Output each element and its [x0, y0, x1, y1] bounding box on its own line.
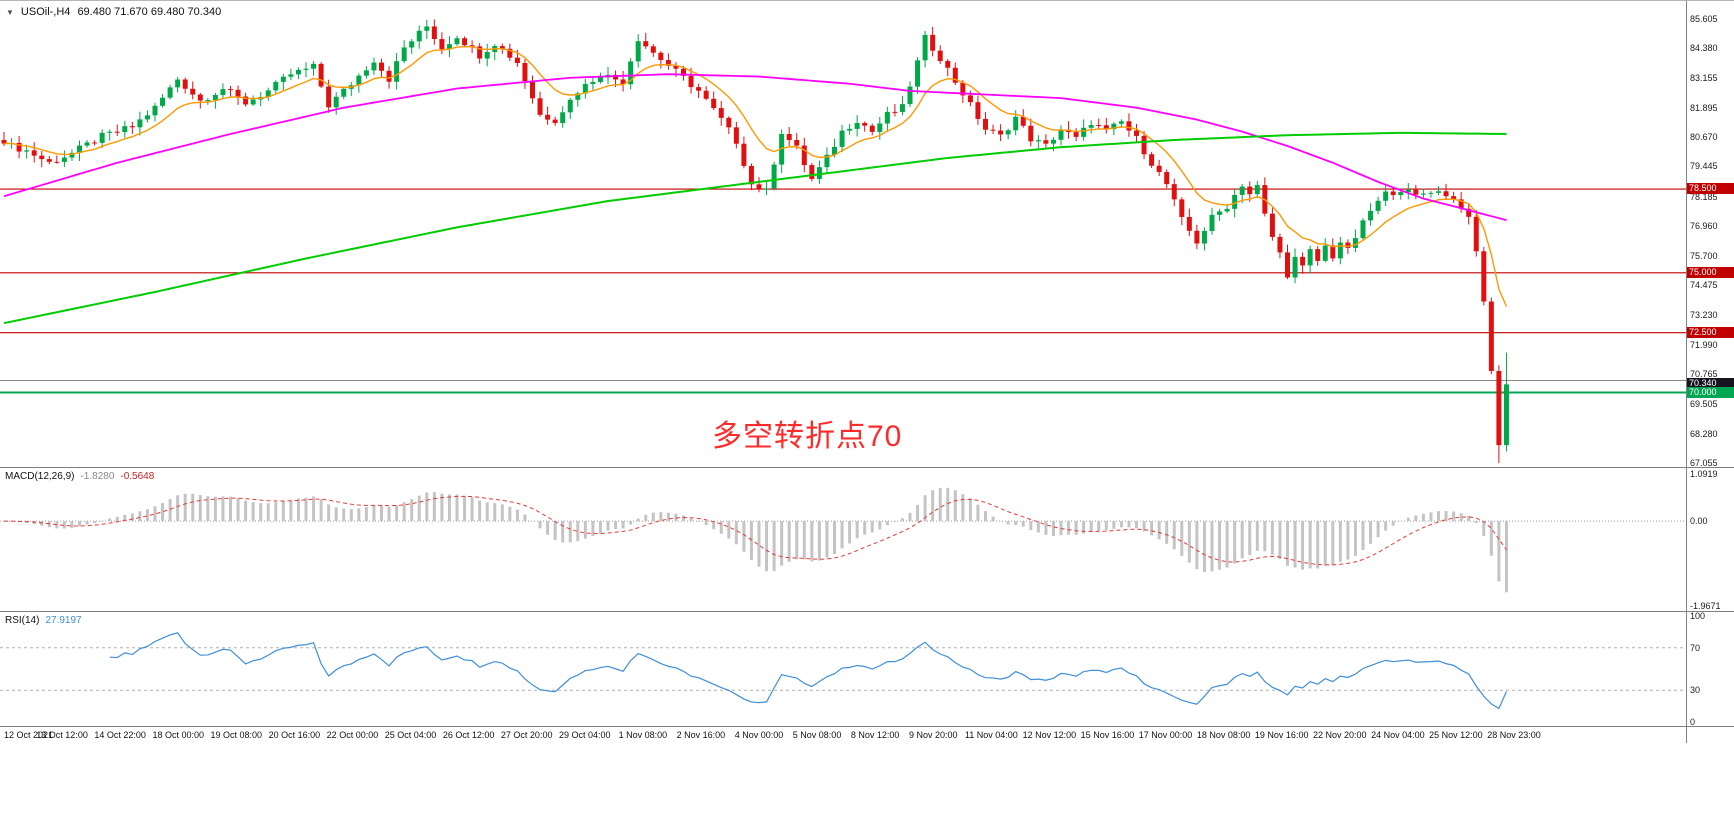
price-tick: 78.185: [1690, 191, 1718, 202]
time-label: 25 Nov 12:00: [1429, 730, 1483, 740]
time-label: 19 Nov 16:00: [1254, 730, 1309, 740]
macd-chart[interactable]: [0, 468, 1686, 611]
price-tick: 76.960: [1690, 220, 1718, 231]
rsi-name: RSI(14): [5, 615, 40, 626]
time-label: 13 Oct 12:00: [36, 730, 88, 740]
macd-panel[interactable]: MACD(12,26,9) -1.8280 -0.5648 1.0919 0.00 -1…: [0, 468, 1734, 612]
price-tick: 74.475: [1690, 280, 1718, 291]
candlestick-chart[interactable]: [0, 1, 1686, 467]
price-axis[interactable]: 85.605 84.380 83.155 81.895 80.670 79.445 78.1…: [1686, 1, 1734, 468]
macd-signal-line: [3, 495, 1507, 566]
rsi-tick: 70: [1690, 642, 1701, 653]
ma-mid: [3, 73, 1507, 222]
rsi-axis[interactable]: 100 70 30 0: [1686, 611, 1734, 727]
horizontal-levels: [0, 188, 1686, 394]
price-tick: 69.505: [1690, 399, 1718, 410]
price-tick: 83.155: [1690, 72, 1718, 83]
time-label: 2 Nov 16:00: [676, 730, 726, 740]
macd-name: MACD(12,26,9): [5, 471, 75, 482]
macd-tick: 1.0919: [1690, 469, 1718, 479]
price-chart-panel[interactable]: ▼ USOil-,H4 69.480 71.670 69.480 70.340 …: [0, 1, 1734, 468]
macd-main-value: -1.8280: [80, 471, 115, 482]
price-tick: 71.990: [1690, 339, 1718, 350]
price-tick: 84.380: [1690, 43, 1718, 54]
ma-fast: [3, 45, 1508, 307]
time-label: 29 Oct 04:00: [558, 730, 611, 740]
macd-label: MACD(12,26,9) -1.8280 -0.5648: [5, 471, 154, 482]
price-tick: 70.765: [1690, 369, 1718, 380]
macd-tick: -1.9671: [1690, 601, 1721, 611]
symbol-timeframe-label: USOil-,H4: [20, 6, 71, 18]
time-label: 14 Oct 22:00: [94, 730, 146, 740]
time-label: 11 Nov 04:00: [964, 730, 1018, 740]
rsi-chart[interactable]: [0, 612, 1686, 726]
rsi-line: [109, 632, 1507, 710]
price-tick: 75.700: [1690, 251, 1718, 262]
time-label: 25 Oct 04:00: [384, 730, 437, 740]
price-tag: 70.340: [1687, 378, 1734, 390]
macd-axis[interactable]: 1.0919 0.00 -1.9671: [1686, 468, 1734, 611]
chart-annotation-text: 多空转折点70: [712, 420, 903, 453]
time-label: 18 Nov 08:00: [1196, 730, 1251, 740]
price-tick: 81.895: [1690, 102, 1718, 113]
time-label: 26 Oct 12:00: [442, 730, 495, 740]
price-tick: 67.055: [1690, 458, 1718, 468]
time-label: 9 Nov 20:00: [908, 730, 958, 740]
price-tick: 68.280: [1690, 428, 1718, 439]
time-label: 19 Oct 08:00: [210, 730, 263, 740]
time-label: 12 Nov 12:00: [1022, 730, 1077, 740]
macd-tick: 0.00: [1690, 516, 1708, 527]
time-label: 17 Nov 00:00: [1138, 730, 1193, 740]
time-label: 27 Oct 20:00: [500, 730, 553, 740]
price-tag: 72.500: [1687, 326, 1734, 338]
time-label: 22 Oct 00:00: [326, 730, 379, 740]
chart-header: ▼ USOil-,H4 69.480 71.670 69.480 70.340: [6, 6, 221, 18]
time-label: 20 Oct 16:00: [268, 730, 321, 740]
price-tag: 70.000: [1687, 386, 1734, 398]
time-label: 1 Nov 08:00: [618, 730, 668, 740]
time-label: 4 Nov 00:00: [734, 730, 784, 740]
time-label: 8 Nov 12:00: [850, 730, 900, 740]
time-label: 12 Oct 2021: [4, 730, 54, 740]
macd-histogram: [10, 487, 1508, 593]
candles: [1, 19, 1509, 464]
price-tick: 85.605: [1690, 13, 1718, 24]
time-label: 18 Oct 00:00: [152, 730, 204, 740]
price-tag: 75.000: [1687, 266, 1734, 278]
time-label: 15 Nov 16:00: [1080, 730, 1135, 740]
price-tick: 79.445: [1690, 161, 1718, 172]
time-axis[interactable]: 12 Oct 2021 13 Oct 12:00 14 Oct 22:00 18 Oc…: [0, 727, 1734, 747]
rsi-tick: 0: [1690, 717, 1696, 727]
price-tick: 73.230: [1690, 310, 1718, 321]
time-label: 24 Nov 04:00: [1371, 730, 1425, 740]
rsi-tick: 100: [1690, 611, 1706, 621]
rsi-value: 27.9197: [45, 615, 82, 626]
ohlc-values: 69.480 71.670 69.480 70.340: [77, 6, 222, 18]
rsi-label: RSI(14) 27.9197: [5, 615, 82, 626]
macd-signal-value: -0.5648: [120, 471, 155, 482]
ma-slow: [3, 131, 1507, 325]
rsi-tick: 30: [1690, 685, 1701, 696]
chevron-down-icon[interactable]: ▼: [6, 7, 14, 17]
axis-corner-divider: [1686, 727, 1687, 743]
time-label: 28 Nov 23:00: [1487, 730, 1541, 740]
price-tick: 80.670: [1690, 132, 1718, 143]
rsi-panel[interactable]: RSI(14) 27.9197 100 70 30 0: [0, 611, 1734, 727]
time-label: 22 Nov 20:00: [1312, 730, 1367, 740]
price-tag: 78.500: [1687, 183, 1734, 195]
time-label: 5 Nov 08:00: [792, 730, 842, 740]
